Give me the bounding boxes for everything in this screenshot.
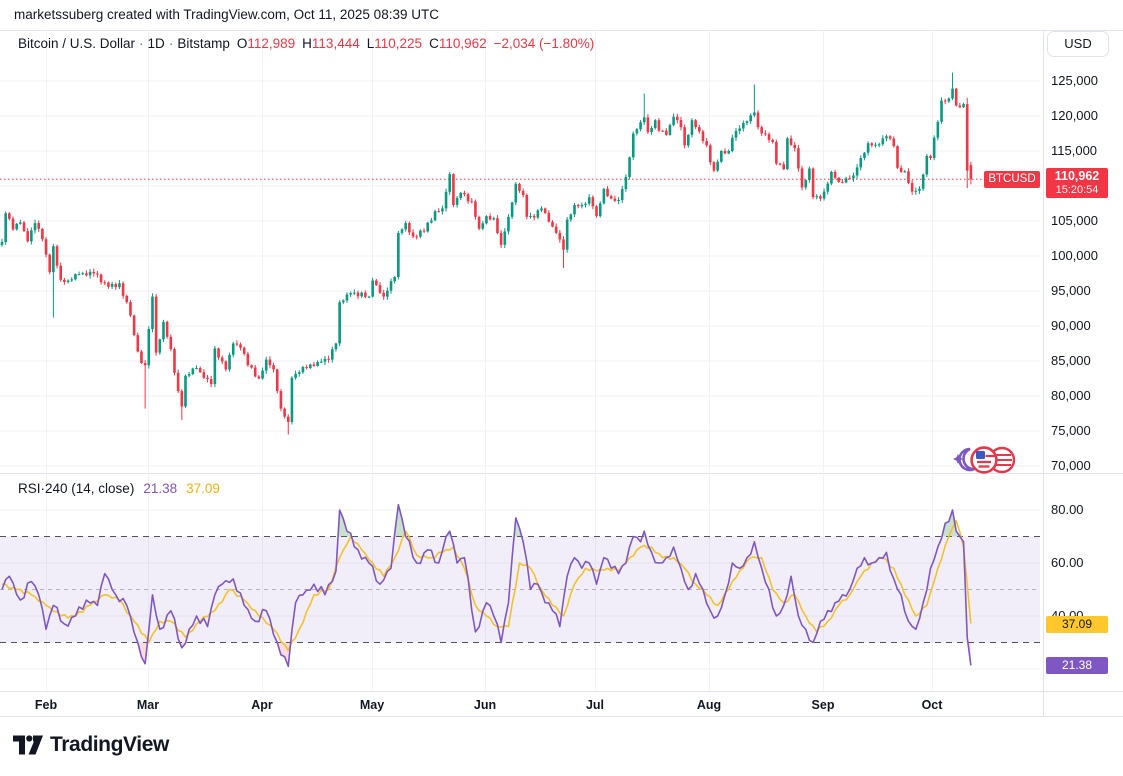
rsi-line-value: 21.38	[143, 481, 178, 496]
high-letter: H	[302, 36, 312, 51]
rsi-ma-badge: 37.09	[1046, 616, 1108, 633]
price-axis-tick: 80,000	[1051, 388, 1091, 403]
rsi-indicator-header[interactable]: RSI·240 (14, close) 21.38 37.09	[18, 481, 220, 496]
low-value: 110,225	[374, 36, 423, 51]
tradingview-logo-mark	[13, 735, 43, 755]
time-axis-month-may: May	[359, 698, 385, 712]
exchange-label[interactable]: Bitstamp	[177, 36, 230, 51]
separator-dot: ·	[168, 36, 174, 51]
rsi-ma-line[interactable]	[1, 519, 972, 652]
change-value: −2,034 (−1.80%)	[493, 36, 595, 51]
close-letter: C	[429, 36, 439, 51]
time-axis-month-aug: Aug	[696, 698, 722, 712]
interval-label[interactable]: 1D	[147, 36, 165, 51]
countdown-timer: 15:20:54	[1055, 184, 1099, 196]
symbol-header: Bitcoin / U.S. Dollar · 1D · Bitstamp O112,98…	[18, 36, 594, 51]
time-axis-month-sep: Sep	[811, 698, 835, 712]
rsi-axis-tick: 80.00	[1051, 502, 1084, 517]
time-axis-month-oct: Oct	[921, 698, 943, 712]
price-axis-tick: 125,000	[1051, 73, 1098, 88]
symbol-title[interactable]: Bitcoin / U.S. Dollar	[18, 36, 136, 51]
rsi-ma-value: 37.09	[186, 481, 220, 496]
price-axis-tick: 85,000	[1051, 353, 1091, 368]
price-axis-tick: 115,000	[1051, 143, 1098, 158]
current-price-symbol-chip: BTCUSD	[984, 171, 1040, 188]
rsi-axis-tick: 60.00	[1051, 555, 1084, 570]
usd-flag-globe-icon	[970, 446, 1016, 474]
time-axis-month-jul: Jul	[585, 698, 605, 712]
price-axis-tick: 105,000	[1051, 213, 1098, 228]
price-axis-tick: 95,000	[1051, 283, 1091, 298]
currency-button[interactable]: USD	[1047, 31, 1109, 57]
open-value: 112,989	[247, 36, 296, 51]
price-axis-tick: 100,000	[1051, 248, 1098, 263]
close-value: 110,962	[438, 36, 487, 51]
current-price-value: 110,962	[1054, 169, 1100, 183]
time-axis-month-mar: Mar	[136, 698, 160, 712]
candlestick-series[interactable]	[0, 72, 973, 435]
symbol-pair-logos	[950, 441, 1016, 486]
current-price-label: 110,962 15:20:54	[1046, 168, 1108, 198]
separator-dot: ·	[139, 36, 144, 51]
separator-dot: ·	[40, 481, 46, 496]
time-axis-month-jun: Jun	[473, 698, 497, 712]
open-letter: O	[236, 36, 248, 51]
price-axis-tick: 75,000	[1051, 423, 1091, 438]
time-axis-month-feb: Feb	[34, 698, 58, 712]
tradingview-logo-text: TradingView	[50, 733, 169, 756]
tradingview-logo[interactable]: TradingView	[13, 732, 169, 758]
rsi-params: 240 (14, close)	[45, 481, 135, 496]
price-axis-tick: 70,000	[1051, 458, 1091, 473]
attribution-text: marketssuberg created with TradingView.c…	[14, 7, 439, 22]
low-letter: L	[366, 36, 375, 51]
rsi-title: RSI	[18, 481, 41, 496]
high-value: 113,444	[311, 36, 360, 51]
rsi-line-badge: 21.38	[1046, 657, 1108, 674]
rsi-line[interactable]	[1, 503, 972, 668]
price-axis-tick: 90,000	[1051, 318, 1091, 333]
time-axis-month-apr: Apr	[251, 698, 273, 712]
moon-sparkle-icon	[953, 447, 975, 472]
price-axis-tick: 120,000	[1051, 108, 1098, 123]
